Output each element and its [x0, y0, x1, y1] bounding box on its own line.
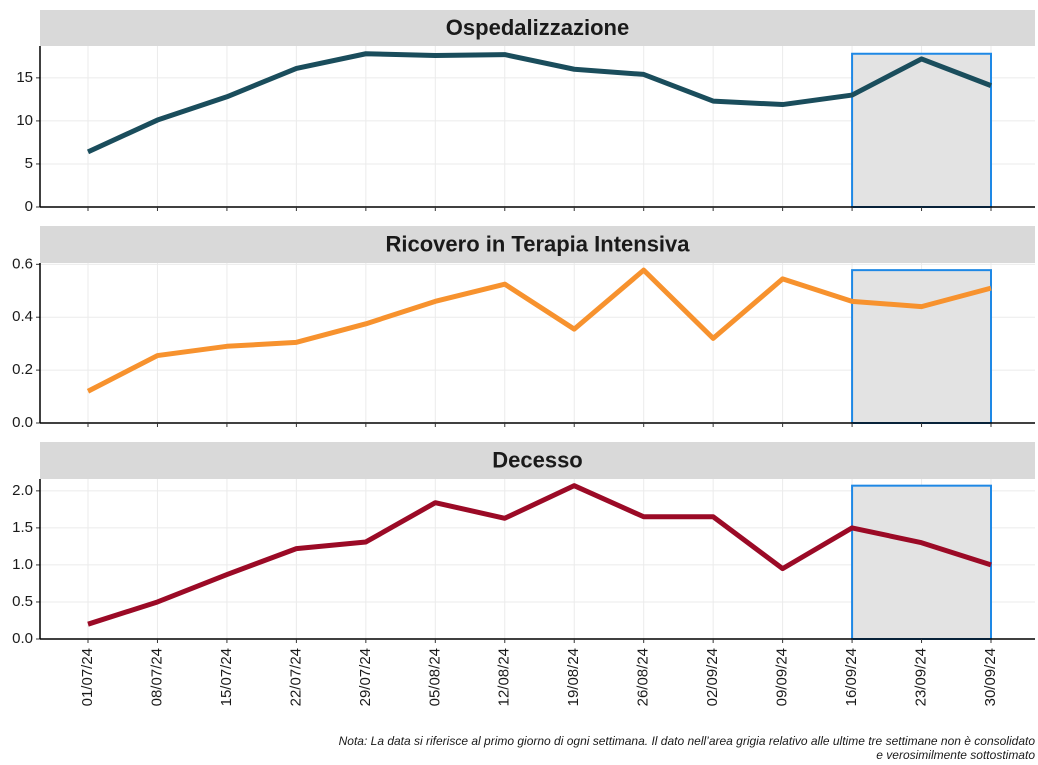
y-tick-label: 0.0: [12, 414, 33, 431]
strip-background: [40, 442, 1035, 479]
x-tick-label: 19/08/24: [565, 648, 582, 706]
y-tick-label: 0.2: [12, 361, 33, 378]
panel-title: Decesso: [492, 447, 583, 472]
note: Nota: La data si riferisce al primo gior…: [339, 734, 1036, 748]
y-tick-label: 10: [16, 112, 33, 129]
x-tick-label: 08/07/24: [148, 648, 165, 706]
y-tick-label: 0: [25, 198, 33, 215]
y-tick-label: 0.4: [12, 308, 33, 325]
x-tick-label: 09/09/24: [774, 648, 791, 706]
strip-background: [40, 226, 1035, 263]
x-tick-label: 22/07/24: [287, 648, 304, 706]
x-tick-label: 23/09/24: [913, 648, 930, 706]
x-tick-label: 29/07/24: [357, 648, 374, 706]
x-tick-label: 26/08/24: [635, 648, 652, 706]
x-tick-label: 15/07/24: [218, 648, 235, 706]
panel-title: Ospedalizzazione: [446, 15, 629, 40]
x-tick-label: 16/09/24: [843, 648, 860, 706]
x-tick-label: 02/09/24: [704, 648, 721, 706]
line: [86, 51, 992, 155]
x-tick-label: 05/08/24: [426, 648, 443, 706]
panel-title: Ricovero in Terapia Intensiva: [385, 231, 690, 256]
x-tick-label: 01/07/24: [79, 648, 96, 706]
y-tick-label: 0.5: [12, 593, 33, 610]
line: [87, 483, 992, 627]
y-tick-label: 1.0: [12, 556, 33, 573]
y-tick-label: 15: [16, 69, 33, 86]
y-tick-label: 0.0: [12, 630, 33, 647]
y-tick-label: 2.0: [12, 482, 33, 499]
y-tick-label: 1.5: [12, 519, 33, 536]
y-tick-label: 5: [25, 155, 33, 172]
strip-background: [40, 10, 1035, 46]
x-tick-label: 30/09/24: [982, 648, 999, 706]
y-tick-label: 0.6: [12, 255, 33, 272]
note: e verosimilmente sottostimato: [876, 748, 1035, 762]
unconsolidated-area: [851, 484, 992, 640]
x-tick-label: 12/08/24: [496, 648, 513, 706]
line: [86, 267, 992, 394]
